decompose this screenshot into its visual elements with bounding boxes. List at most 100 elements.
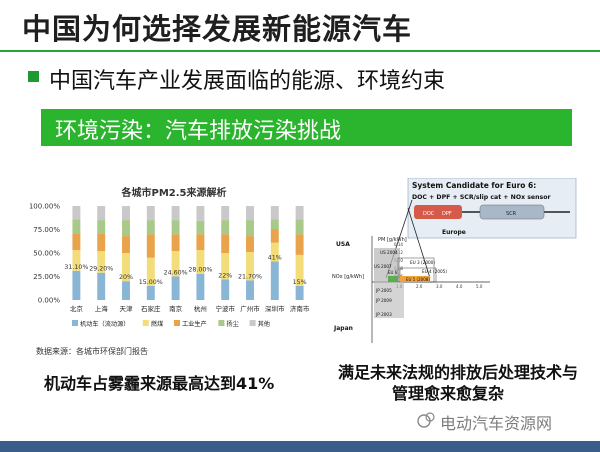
banner-text: 环境污染：汽车排放污染挑战 — [55, 119, 342, 144]
diagram-header-line1: System Candidate for Euro 6: — [412, 181, 536, 190]
bar-segment — [196, 206, 205, 222]
data-label: 28.00% — [188, 267, 212, 274]
bar-segment — [221, 234, 230, 253]
pm-axis-label: PM [g/kWh] — [378, 237, 407, 243]
bar-segment — [246, 252, 254, 281]
legend-label: 扬尘 — [226, 320, 238, 328]
bar-segment — [171, 234, 180, 252]
legend-label: 燃煤 — [151, 320, 163, 328]
data-source-note: 数据来源：各城市环保部门报告 — [36, 347, 148, 356]
y-tick-label: 100.00% — [30, 203, 60, 211]
nox-tick: 5.0 — [476, 284, 483, 289]
bar-segment — [295, 234, 304, 255]
bar-segment — [97, 206, 106, 221]
watermark-logo-icon — [417, 412, 435, 428]
bar-segment — [146, 257, 155, 286]
standard-label: US 2004 — [380, 250, 398, 255]
component-scr: SCR — [506, 211, 517, 217]
bullet-square-icon — [28, 71, 39, 82]
bar-segment — [171, 206, 180, 221]
bar-segment — [246, 280, 254, 300]
bar-segment — [295, 219, 304, 235]
standard-label: JP 2005 — [375, 288, 392, 293]
bar-segment — [72, 219, 81, 234]
nox-tick: 4.0 — [456, 284, 463, 289]
category-label: 天津 — [120, 305, 134, 313]
region-europe: Europe — [442, 229, 466, 236]
category-label: 南京 — [169, 304, 183, 313]
bar-segment — [171, 276, 180, 300]
legend-label: 其他 — [258, 320, 270, 328]
bar-segment — [97, 251, 106, 273]
bar-segment — [295, 254, 304, 286]
region-usa: USA — [336, 241, 350, 248]
bar-segment — [295, 206, 304, 220]
y-tick-label: 50.00% — [33, 250, 60, 258]
category-label: 宁波市 — [215, 304, 235, 313]
bar-segment — [97, 233, 106, 252]
y-tick-label: 0.00% — [38, 297, 61, 305]
legend-swatch — [174, 320, 180, 326]
slide-title: 中国为何选择发展新能源汽车 — [22, 12, 413, 46]
pm-tick: 0.14 — [394, 242, 403, 247]
data-label: 22% — [218, 272, 232, 279]
bar-segment — [295, 285, 304, 300]
bar-segment — [246, 220, 254, 237]
bar-segment — [270, 261, 279, 300]
bar-segment — [221, 206, 230, 221]
bar-segment — [146, 220, 155, 235]
standard-label: EU 5 (2008) — [406, 277, 430, 282]
nox-tick: 2.0 — [416, 284, 423, 289]
legend-label: 机动车（流动源） — [80, 320, 130, 328]
data-label: 31.10% — [64, 264, 88, 271]
category-label: 济南市 — [290, 304, 310, 313]
pm25-source-chart: 0.00% 25.00% 50.00% 75.00% 100.00% 北京 31.10% 上海… — [30, 203, 310, 329]
category-label: 北京 — [70, 304, 84, 313]
data-label: 20% — [119, 274, 133, 281]
bar-segment — [146, 206, 155, 221]
bar-segment — [221, 279, 230, 300]
bar-segment — [97, 220, 106, 234]
bar-segment — [196, 250, 205, 274]
bullet-heading: 中国汽车产业发展面临的能源、环境约束 — [49, 69, 446, 94]
eu6-region — [388, 276, 398, 282]
chart-caption: 机动车占雾霾来源最高达到41% — [44, 374, 275, 393]
bar-segment — [246, 206, 254, 221]
bar-segment — [122, 220, 130, 237]
y-tick-label: 25.00% — [33, 273, 60, 281]
bar-segment — [196, 273, 205, 300]
region-japan: Japan — [333, 325, 353, 332]
data-label: 24.60% — [164, 270, 188, 277]
diagram-caption-line1: 满足未来法规的排放后处理技术与 — [338, 363, 579, 382]
category-label: 杭州 — [194, 304, 207, 313]
doc-dpf-unit — [414, 205, 462, 219]
category-label: 广州市 — [240, 304, 260, 313]
legend-swatch — [249, 320, 256, 326]
bar-segment — [146, 234, 155, 258]
bar-segment — [122, 253, 130, 282]
legend-swatch — [142, 320, 149, 326]
footer-bar — [0, 441, 600, 452]
standard-label: EU 6 — [388, 270, 398, 275]
component-dpf: DPF — [442, 211, 452, 217]
bar-segment — [146, 285, 155, 300]
bar-segment — [270, 242, 279, 262]
data-label: 15% — [293, 279, 307, 286]
bar-segment — [221, 220, 230, 235]
bar-segment — [246, 236, 254, 253]
eu5-region — [400, 276, 430, 282]
data-label: 21.70% — [238, 273, 262, 280]
bar-segment — [122, 236, 130, 253]
leader-line — [407, 207, 431, 279]
standard-label: US 2007 — [374, 264, 392, 269]
data-label: 41% — [268, 254, 282, 261]
title-divider — [0, 50, 600, 52]
bar-segment — [97, 272, 106, 300]
legend-swatch — [72, 320, 78, 326]
bar-segment — [72, 270, 81, 300]
y-tick-label: 75.00% — [33, 226, 60, 234]
standard-label: JP 2003 — [375, 312, 392, 317]
nox-tick-labels: 1.0 2.0 3.0 4.0 5.0 — [396, 284, 483, 289]
bar-segment — [72, 233, 81, 251]
component-doc: DOC — [423, 211, 435, 217]
